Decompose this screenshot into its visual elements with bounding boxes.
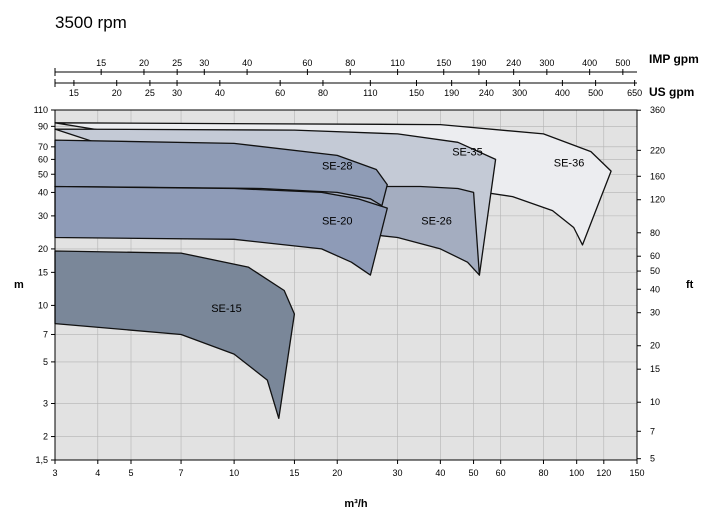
series-label-se-28: SE-28	[322, 161, 353, 173]
x-tick-label: 7	[179, 468, 184, 478]
x-tick-label: 5	[128, 468, 133, 478]
top-axis-us-gpm: 15 20 25 30 40 60 80 110 150 190 240 300 400 500 650	[54, 79, 642, 98]
top-tick-label: 400	[582, 58, 597, 68]
y-tick-label: 1,5	[35, 455, 48, 465]
series-label-se-26: SE-26	[421, 215, 452, 227]
top-tick-label: 80	[345, 58, 355, 68]
top-tick-label: 190	[471, 58, 486, 68]
x-tick-label: 120	[596, 468, 611, 478]
y-axis-right: 5 7 10 15 20 30 40 50 60 80 120 160 220 360	[637, 105, 665, 464]
top-tick-label: 80	[318, 88, 328, 98]
top-axis-imp-label: IMP gpm	[649, 52, 699, 66]
y-tick-label: 50	[38, 169, 48, 179]
x-tick-label: 150	[629, 468, 644, 478]
ft-tick-label: 220	[650, 145, 665, 155]
x-tick-label: 20	[332, 468, 342, 478]
y-tick-label: 15	[38, 267, 48, 277]
top-tick-label: 30	[172, 88, 182, 98]
x-tick-label: 100	[569, 468, 584, 478]
top-tick-label: 240	[479, 88, 494, 98]
top-tick-label: 25	[145, 88, 155, 98]
top-tick-label: 150	[409, 88, 424, 98]
area-se-20	[54, 185, 388, 276]
top-tick-label: 60	[302, 58, 312, 68]
y-tick-label: 90	[38, 121, 48, 131]
ft-tick-label: 360	[650, 105, 665, 115]
plot-frame	[54, 109, 638, 461]
top-tick-label: 650	[627, 88, 642, 98]
x-tick-label: 50	[469, 468, 479, 478]
top-tick-label: 25	[172, 58, 182, 68]
y-tick-label: 20	[38, 244, 48, 254]
ft-tick-label: 50	[650, 266, 660, 276]
x-tick-label: 60	[496, 468, 506, 478]
top-tick-label: 60	[275, 88, 285, 98]
top-tick-label: 400	[555, 88, 570, 98]
y-tick-label: 2	[43, 432, 48, 442]
top-tick-label: 20	[139, 58, 149, 68]
series-label-se-35: SE-35	[452, 146, 483, 158]
x-tick-label: 80	[538, 468, 548, 478]
top-tick-label: 500	[588, 88, 603, 98]
y-axis-left: 1,5 2 3 5 7 10 15 20 30 40 50 60 70 90 110	[34, 105, 55, 465]
y-tick-label: 10	[38, 300, 48, 310]
series-label-se-20: SE-20	[322, 215, 353, 227]
top-tick-label: 40	[242, 58, 252, 68]
top-tick-label: 15	[96, 58, 106, 68]
top-tick-label: 30	[199, 58, 209, 68]
top-tick-label: 300	[539, 58, 554, 68]
top-axis-imp-gpm: 15 20 25 30 40 60 80 110 150 190 240 300 400 500	[54, 58, 637, 76]
series-labels: SE-36 SE-35 SE-26 SE-28 SE-20 SE-15	[211, 146, 584, 315]
top-tick-label: 40	[215, 88, 225, 98]
top-tick-label: 20	[112, 88, 122, 98]
x-tick-label: 4	[95, 468, 100, 478]
ft-tick-label: 30	[650, 308, 660, 318]
x-axis-label: m³/h	[344, 498, 368, 510]
ft-tick-label: 20	[650, 341, 660, 351]
top-tick-label: 500	[615, 58, 630, 68]
area-se-15	[54, 250, 296, 420]
x-tick-label: 10	[229, 468, 239, 478]
x-tick-label: 30	[393, 468, 403, 478]
top-tick-label: 190	[444, 88, 459, 98]
ft-tick-label: 120	[650, 195, 665, 205]
ft-tick-label: 7	[650, 426, 655, 436]
y-tick-label: 7	[43, 329, 48, 339]
series-areas	[54, 122, 612, 420]
y-tick-label: 40	[38, 187, 48, 197]
chart-title: 3500 rpm	[55, 13, 127, 32]
series-label-se-36: SE-36	[554, 157, 585, 169]
y-axis-left-label: m	[14, 279, 24, 291]
ft-tick-label: 80	[650, 228, 660, 238]
ft-tick-label: 15	[650, 364, 660, 374]
ft-tick-label: 40	[650, 284, 660, 294]
y-tick-label: 60	[38, 154, 48, 164]
y-tick-label: 70	[38, 142, 48, 152]
top-tick-label: 110	[390, 58, 404, 68]
x-axis: 3 4 5 7 10 15 20 30 40 50 60 80 100 120 150	[52, 460, 645, 478]
y-tick-label: 3	[43, 399, 48, 409]
y-tick-label: 5	[43, 357, 48, 367]
top-tick-label: 15	[69, 88, 79, 98]
top-tick-label: 150	[436, 58, 451, 68]
x-tick-label: 15	[289, 468, 299, 478]
top-axis-us-label: US gpm	[649, 85, 694, 99]
ft-tick-label: 160	[650, 171, 665, 181]
ft-tick-label: 10	[650, 397, 660, 407]
x-tick-label: 3	[52, 468, 57, 478]
y-tick-label: 30	[38, 211, 48, 221]
y-axis-right-label: ft	[686, 279, 694, 291]
ft-tick-label: 60	[650, 251, 660, 261]
top-tick-label: 110	[363, 88, 377, 98]
top-tick-label: 240	[506, 58, 521, 68]
top-tick-label: 300	[512, 88, 527, 98]
ft-tick-label: 5	[650, 454, 655, 464]
series-label-se-15: SE-15	[211, 303, 242, 315]
y-tick-label: 110	[34, 105, 48, 115]
x-tick-label: 40	[435, 468, 445, 478]
